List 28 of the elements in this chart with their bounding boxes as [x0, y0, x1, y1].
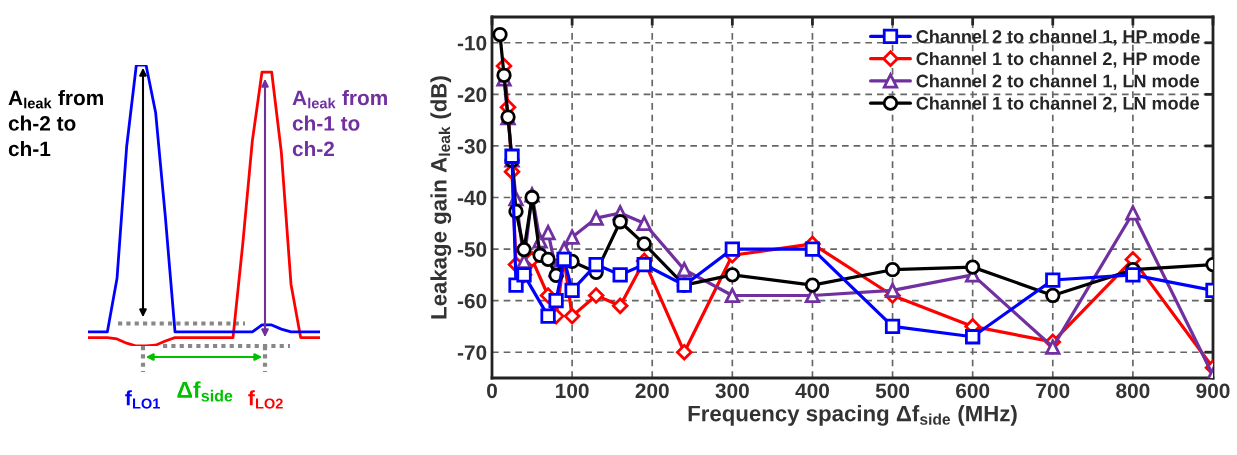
text: Δf$_{side}$: [177, 381, 233, 402]
x-tick-label: 400: [795, 383, 829, 399]
x-axis-title: Frequency spacing Δf$_{side}$ (MHz): [688, 405, 1017, 426]
x-tick-label: 900: [1196, 383, 1230, 399]
y-tick-label: -10: [457, 35, 487, 51]
y-tick-label: -70: [457, 345, 487, 360]
y-tick-label: -30: [457, 138, 487, 154]
legend-label: Channel 2 to channel 1, HP mode: [916, 29, 1200, 46]
x-tick-label: 200: [635, 383, 669, 399]
y-tick-label: -20: [457, 87, 487, 103]
annotation: A$_{leak}$ from ch-2 to ch-1: [8, 89, 103, 157]
y-tick-label: -40: [457, 190, 487, 206]
legend-label: Channel 1 to channel 2, LN mode: [916, 96, 1200, 113]
y-tick-label: -50: [457, 242, 487, 257]
text: f$_{LO1}$: [125, 390, 160, 409]
x-tick-label: 300: [715, 383, 749, 399]
y-axis-title: Leakage gain A$_{leak}$ (dB): [430, 76, 452, 319]
x-tick-label: 700: [1036, 383, 1070, 399]
x-tick-label: 600: [956, 383, 990, 399]
legend-label: Channel 1 to channel 2, HP mode: [916, 51, 1200, 68]
text: f$_{LO2}$: [248, 390, 283, 409]
x-tick-label: 100: [556, 383, 589, 399]
legend-label: Channel 2 to channel 1, LN mode: [916, 74, 1200, 91]
annotation: A$_{leak}$ from ch-1 to ch-2: [292, 89, 387, 157]
x-tick-label: 500: [875, 383, 910, 399]
y-tick-label: -60: [457, 293, 487, 309]
x-tick-label: 800: [1116, 383, 1150, 399]
x-tick-label: 0: [487, 383, 497, 399]
